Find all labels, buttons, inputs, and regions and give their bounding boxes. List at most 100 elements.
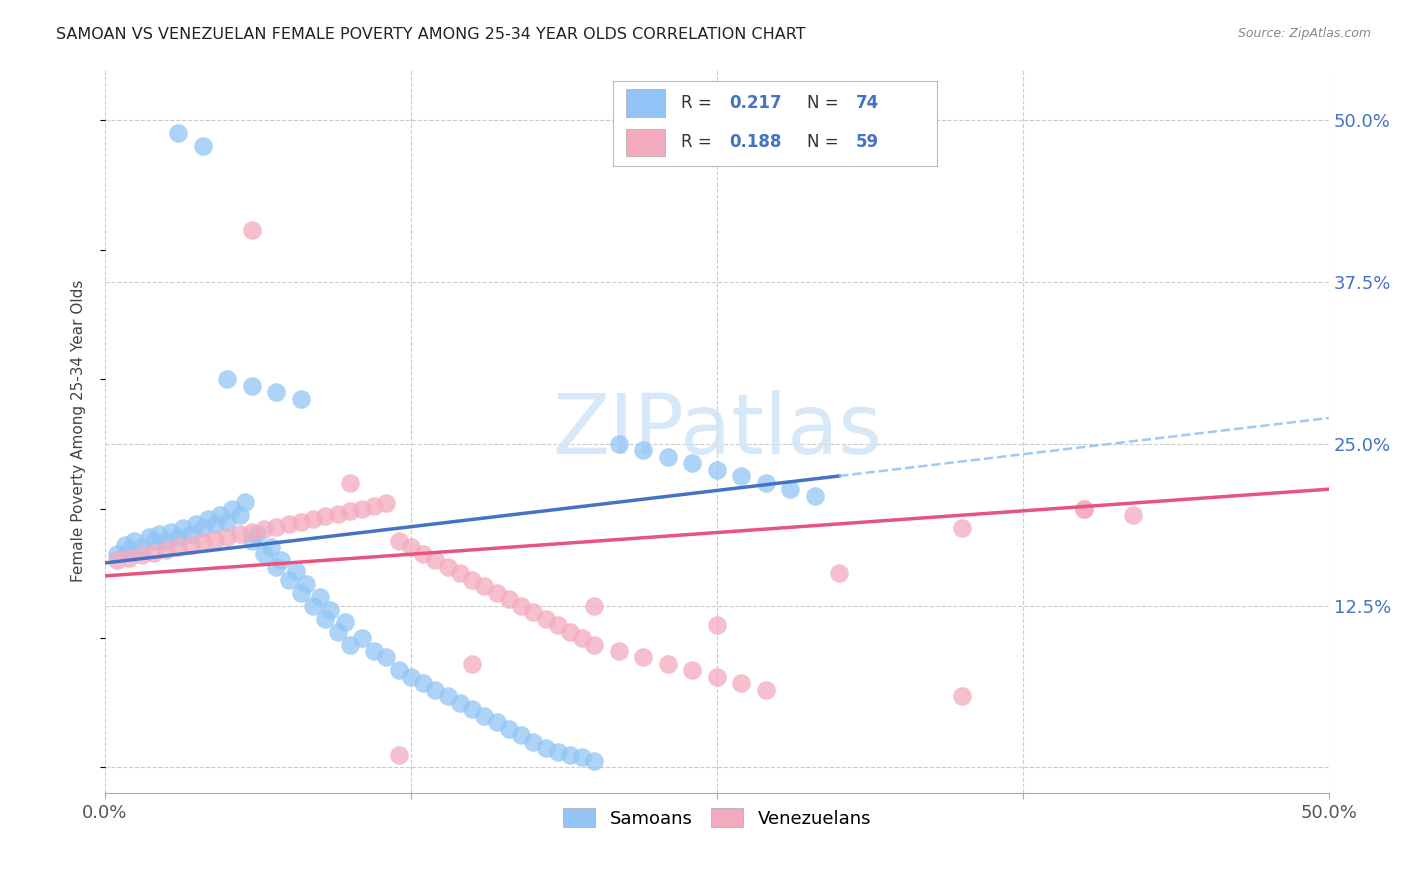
Point xyxy=(339,475,361,490)
Point xyxy=(148,527,170,541)
Point xyxy=(779,482,801,496)
Point xyxy=(375,650,398,665)
Point xyxy=(314,509,336,524)
Point xyxy=(510,728,533,742)
Point xyxy=(388,664,411,678)
Point xyxy=(522,734,544,748)
Point xyxy=(522,605,544,619)
Point xyxy=(583,638,606,652)
Point xyxy=(412,547,434,561)
Point xyxy=(155,533,177,548)
Point xyxy=(583,599,606,613)
Point xyxy=(363,499,385,513)
Point xyxy=(167,126,190,140)
Point xyxy=(449,566,471,581)
Point xyxy=(1073,501,1095,516)
Point xyxy=(319,602,342,616)
Point xyxy=(681,456,703,470)
Point xyxy=(184,517,207,532)
Point xyxy=(314,612,336,626)
Point xyxy=(1073,501,1095,516)
Point xyxy=(472,579,495,593)
Point xyxy=(350,631,373,645)
Point xyxy=(253,522,276,536)
Text: SAMOAN VS VENEZUELAN FEMALE POVERTY AMONG 25-34 YEAR OLDS CORRELATION CHART: SAMOAN VS VENEZUELAN FEMALE POVERTY AMON… xyxy=(56,27,806,42)
Point xyxy=(277,573,299,587)
Point xyxy=(472,708,495,723)
Point xyxy=(246,527,269,541)
Point xyxy=(449,696,471,710)
Point xyxy=(302,512,325,526)
Point xyxy=(399,670,422,684)
Point xyxy=(266,519,288,533)
Y-axis label: Female Poverty Among 25-34 Year Olds: Female Poverty Among 25-34 Year Olds xyxy=(72,280,86,582)
Point xyxy=(228,508,250,522)
Point xyxy=(309,590,332,604)
Point xyxy=(607,644,630,658)
Point xyxy=(950,690,973,704)
Text: Source: ZipAtlas.com: Source: ZipAtlas.com xyxy=(1237,27,1371,40)
Point xyxy=(204,533,226,547)
Point xyxy=(510,599,533,613)
Point xyxy=(547,745,569,759)
Point xyxy=(333,615,356,630)
Point xyxy=(950,521,973,535)
Point xyxy=(326,507,349,521)
Point xyxy=(399,541,422,555)
Point xyxy=(326,624,349,639)
Point xyxy=(208,508,231,522)
Point xyxy=(350,501,373,516)
Point xyxy=(260,541,283,555)
Point xyxy=(461,657,484,671)
Point xyxy=(571,631,593,645)
Point xyxy=(155,543,177,558)
Point xyxy=(583,754,606,768)
Point xyxy=(217,515,239,529)
Point xyxy=(131,548,153,562)
Point xyxy=(221,501,243,516)
Point xyxy=(412,676,434,690)
Point xyxy=(461,702,484,716)
Point xyxy=(804,489,827,503)
Point xyxy=(461,573,484,587)
Point xyxy=(118,543,141,558)
Point xyxy=(253,547,276,561)
Point xyxy=(425,682,447,697)
Point xyxy=(114,538,136,552)
Point xyxy=(388,533,411,548)
Point xyxy=(105,547,128,561)
Point xyxy=(436,690,458,704)
Point xyxy=(558,747,581,762)
Point xyxy=(547,618,569,632)
Point xyxy=(233,495,256,509)
Point xyxy=(191,139,214,153)
Point xyxy=(180,538,202,552)
Point xyxy=(730,469,752,483)
Point xyxy=(167,541,190,555)
Point xyxy=(828,566,851,581)
Point xyxy=(240,378,263,392)
Point xyxy=(436,559,458,574)
Point xyxy=(290,585,312,599)
Point xyxy=(302,599,325,613)
Point xyxy=(105,553,128,567)
Point xyxy=(240,533,263,548)
Point xyxy=(339,638,361,652)
Point xyxy=(290,392,312,406)
Point xyxy=(534,741,557,756)
Point xyxy=(498,592,520,607)
Point xyxy=(755,682,778,697)
Point xyxy=(266,385,288,400)
Point xyxy=(388,747,411,762)
Legend: Samoans, Venezuelans: Samoans, Venezuelans xyxy=(555,801,879,835)
Point xyxy=(277,517,299,532)
Point xyxy=(633,443,655,458)
Point xyxy=(142,546,165,560)
Point xyxy=(138,530,160,544)
Point xyxy=(730,676,752,690)
Point xyxy=(1122,508,1144,522)
Point xyxy=(534,612,557,626)
Point xyxy=(217,372,239,386)
Point xyxy=(167,530,190,544)
Point xyxy=(294,576,316,591)
